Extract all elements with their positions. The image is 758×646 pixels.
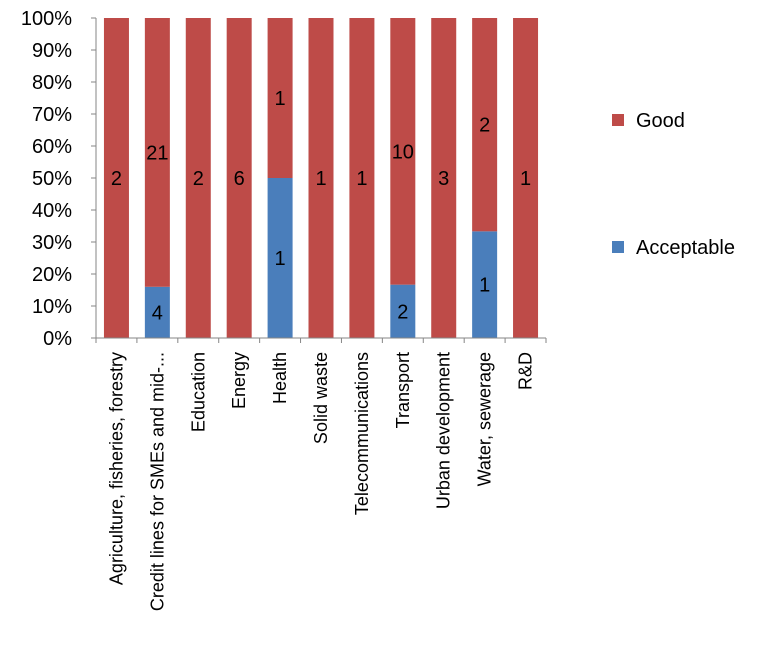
bars [103, 18, 539, 338]
x-category-label: Agriculture, fisheries, forestry [106, 352, 126, 585]
data-label-good-10: 1 [520, 168, 531, 190]
data-label-acceptable-7: 2 [397, 301, 408, 323]
y-tick-label: 70% [32, 104, 72, 126]
bar-good-2 [185, 18, 211, 338]
bar-acceptable-1 [144, 286, 170, 338]
bar-good-10 [513, 18, 539, 338]
legend-swatch-acceptable [612, 241, 624, 253]
data-label-good-1: 21 [146, 142, 168, 164]
x-category-label: Solid waste [311, 352, 331, 444]
x-category-label: R&D [516, 352, 536, 390]
x-category-label: Telecommunications [352, 352, 372, 515]
y-tick-label: 0% [43, 328, 72, 350]
bar-good-7 [390, 18, 416, 285]
y-tick-label: 10% [32, 296, 72, 318]
data-label-good-4: 1 [275, 88, 286, 110]
data-label-acceptable-4: 1 [275, 248, 286, 270]
y-axis: 0% 10% 20% 30% 40% 50% 60% 70% 80% 90% 100% [21, 8, 97, 350]
y-tick-label: 20% [32, 264, 72, 286]
y-tick-label: 90% [32, 40, 72, 62]
bar-good-9 [472, 18, 498, 232]
x-category-label: Education [188, 352, 208, 432]
data-label-good-0: 2 [111, 168, 122, 190]
x-category-label: Urban development [434, 352, 454, 509]
bar-good-1 [144, 18, 170, 287]
y-tick-label: 30% [32, 232, 72, 254]
data-label-good-2: 2 [193, 168, 204, 190]
y-tick-label: 40% [32, 200, 72, 222]
y-tick-label: 80% [32, 72, 72, 94]
legend: Good Acceptable [612, 110, 735, 259]
x-category-label: Energy [229, 352, 249, 409]
x-category-label: Health [270, 352, 290, 404]
bar-good-4 [267, 18, 293, 178]
bar-acceptable-9 [472, 231, 498, 338]
data-label-good-5: 1 [315, 168, 326, 190]
legend-label-good: Good [636, 110, 685, 132]
bar-good-6 [349, 18, 375, 338]
y-tick-label: 60% [32, 136, 72, 158]
data-label-good-3: 6 [234, 168, 245, 190]
bar-good-0 [103, 18, 129, 338]
data-label-acceptable-1: 4 [152, 302, 163, 324]
x-axis: Agriculture, fisheries, forestry Credit l… [95, 337, 547, 611]
data-label-good-7: 10 [392, 141, 414, 163]
bar-acceptable-7 [390, 284, 416, 338]
data-label-good-9: 2 [479, 115, 490, 137]
y-tick-label: 50% [32, 168, 72, 190]
bar-good-3 [226, 18, 252, 338]
bar-acceptable-4 [267, 178, 293, 338]
x-category-label: Credit lines for SMEs and mid-... [147, 352, 167, 611]
data-label-acceptable-9: 1 [479, 275, 490, 297]
y-tick-label: 100% [21, 8, 72, 30]
bar-good-8 [431, 18, 457, 338]
legend-swatch-good [612, 114, 624, 126]
x-category-label: Transport [393, 352, 413, 428]
x-category-label: Water, sewerage [475, 352, 495, 486]
bar-good-5 [308, 18, 334, 338]
data-label-good-6: 1 [356, 168, 367, 190]
data-label-good-8: 3 [438, 168, 449, 190]
legend-label-acceptable: Acceptable [636, 237, 735, 259]
